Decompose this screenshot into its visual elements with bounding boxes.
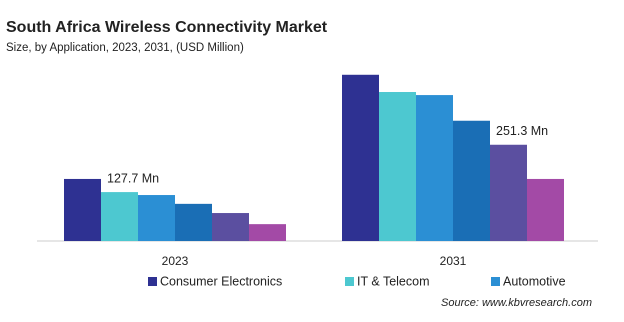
bar: [527, 178, 564, 241]
legend-swatch: [345, 277, 354, 286]
legend-label: Automotive: [503, 274, 566, 288]
bar: [101, 192, 138, 241]
bar: [64, 178, 101, 241]
bar: [249, 224, 286, 241]
data-label: 127.7 Mn: [107, 171, 159, 185]
data-label: 251.3 Mn: [496, 124, 548, 138]
bar: [175, 203, 212, 241]
bar: [453, 120, 490, 241]
bar: [212, 213, 249, 241]
chart-title: South Africa Wireless Connectivity Marke…: [6, 19, 328, 36]
legend-swatch: [148, 277, 157, 286]
bar: [379, 92, 416, 241]
x-tick-label: 2031: [440, 254, 467, 268]
legend-swatch: [491, 277, 500, 286]
bar: [342, 74, 379, 241]
legend-label: IT & Telecom: [357, 274, 430, 288]
x-tick-label: 2023: [162, 254, 189, 268]
legend-label: Consumer Electronics: [160, 274, 282, 288]
bar: [490, 144, 527, 241]
bar: [416, 95, 453, 242]
bar: [138, 195, 175, 241]
source: Source: www.kbvresearch.com: [441, 297, 592, 309]
chart-subtitle: Size, by Application, 2023, 2031, (USD M…: [6, 42, 244, 54]
